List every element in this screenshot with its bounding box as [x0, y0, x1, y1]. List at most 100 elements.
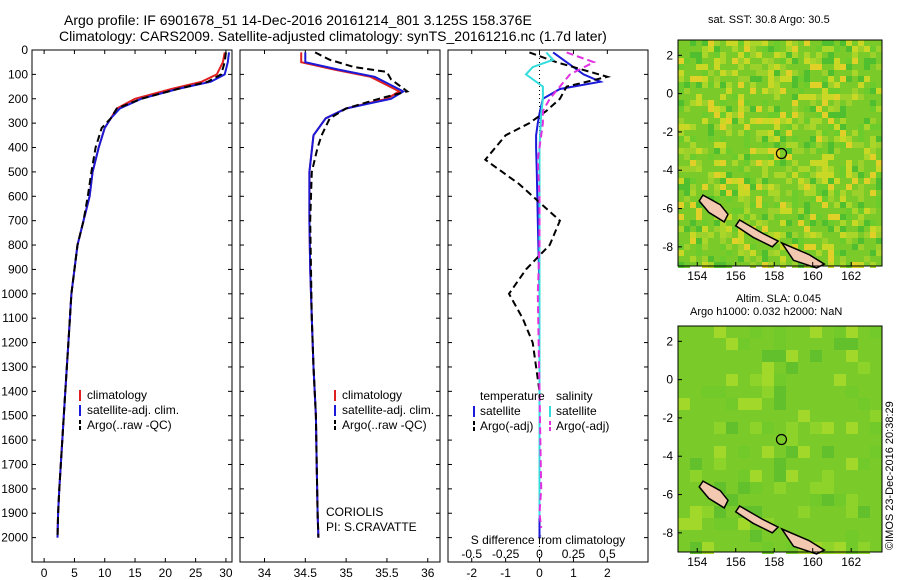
map-cell — [792, 76, 798, 82]
map-cell — [768, 214, 774, 220]
map-cell — [702, 506, 714, 518]
map-cell — [762, 100, 768, 106]
y-tick-label: 0 — [21, 43, 28, 57]
map-cell — [822, 238, 828, 244]
map-cell — [714, 46, 720, 52]
map-cell — [768, 262, 774, 268]
map-cell — [858, 166, 864, 172]
map-cell — [846, 142, 852, 148]
legend-item: satellite-adj. clim. — [87, 403, 179, 417]
map-cell — [780, 88, 786, 94]
map-cell — [840, 250, 846, 256]
map-cell — [768, 64, 774, 70]
map-cell — [714, 52, 720, 58]
map-cell — [834, 542, 846, 554]
map-cell — [840, 196, 846, 202]
map-cell — [870, 124, 876, 130]
map-cell — [822, 112, 828, 118]
map-cell — [852, 262, 858, 268]
map-cell — [822, 88, 828, 94]
map-cell — [864, 76, 870, 82]
map-cell — [762, 446, 774, 458]
map-cell — [684, 136, 690, 142]
map-cell — [786, 76, 792, 82]
map-cell — [804, 106, 810, 112]
map-cell — [684, 166, 690, 172]
map-cell — [678, 202, 684, 208]
land-polygon — [698, 480, 729, 509]
map-cell — [864, 256, 870, 262]
map-cell — [732, 94, 738, 100]
map-frame — [677, 325, 883, 553]
map-cell — [678, 118, 684, 124]
map-cell — [852, 172, 858, 178]
map-cell — [708, 106, 714, 112]
map-cell — [798, 148, 804, 154]
map-cell — [702, 386, 714, 398]
map-cell — [738, 112, 744, 118]
map-cell — [690, 190, 696, 196]
map-cell — [678, 148, 684, 154]
map-cell — [768, 160, 774, 166]
map-cell — [708, 82, 714, 88]
map-y-tick-label: -4 — [662, 449, 673, 463]
map-cell — [816, 58, 822, 64]
map-cell — [690, 470, 702, 482]
map-cell — [858, 142, 864, 148]
map-cell — [708, 70, 714, 76]
legend-item: satellite — [480, 404, 521, 418]
map-cell — [714, 142, 720, 148]
map-cell — [828, 226, 834, 232]
map-cell — [828, 244, 834, 250]
map-cell — [810, 350, 822, 362]
map-cell — [864, 58, 870, 64]
map-cell — [798, 238, 804, 244]
map-cell — [696, 202, 702, 208]
map-cell — [834, 226, 840, 232]
map-cell — [828, 106, 834, 112]
map-cell — [708, 178, 714, 184]
map-cell — [732, 46, 738, 52]
map-cell — [876, 64, 882, 70]
map-cell — [726, 196, 732, 202]
map-cell — [804, 52, 810, 58]
map-cell — [732, 58, 738, 64]
map-cell — [828, 112, 834, 118]
map-cell — [774, 470, 786, 482]
map-cell — [744, 190, 750, 196]
map-cell — [798, 220, 804, 226]
map-cell — [750, 482, 762, 494]
map-cell — [714, 262, 720, 268]
map-cell — [762, 184, 768, 190]
map-cell — [696, 64, 702, 70]
map-cell — [786, 148, 792, 154]
map-cell — [738, 398, 750, 410]
map-cell — [768, 130, 774, 136]
map-cell — [768, 82, 774, 88]
map-cell — [804, 244, 810, 250]
map-cell — [828, 142, 834, 148]
map-cell — [828, 172, 834, 178]
map-cell — [798, 208, 804, 214]
map-cell — [756, 64, 762, 70]
map-cell — [762, 362, 774, 374]
map-cell — [690, 256, 696, 262]
map-cell — [858, 202, 864, 208]
map-cell — [858, 220, 864, 226]
map-cell — [714, 190, 720, 196]
map-cell — [864, 88, 870, 94]
map-cell — [816, 148, 822, 154]
map-cell — [750, 82, 756, 88]
map-cell — [786, 434, 798, 446]
map-cell — [810, 142, 816, 148]
map-cell — [804, 70, 810, 76]
map-cell — [720, 238, 726, 244]
map-cell — [852, 46, 858, 52]
map-cell — [690, 458, 702, 470]
map-cell — [762, 70, 768, 76]
map-cell — [774, 46, 780, 52]
map-cell — [726, 70, 732, 76]
map-cell — [780, 136, 786, 142]
title-line-2: Climatology: CARS2009. Satellite-adjuste… — [59, 28, 607, 44]
map-cell — [834, 494, 846, 506]
